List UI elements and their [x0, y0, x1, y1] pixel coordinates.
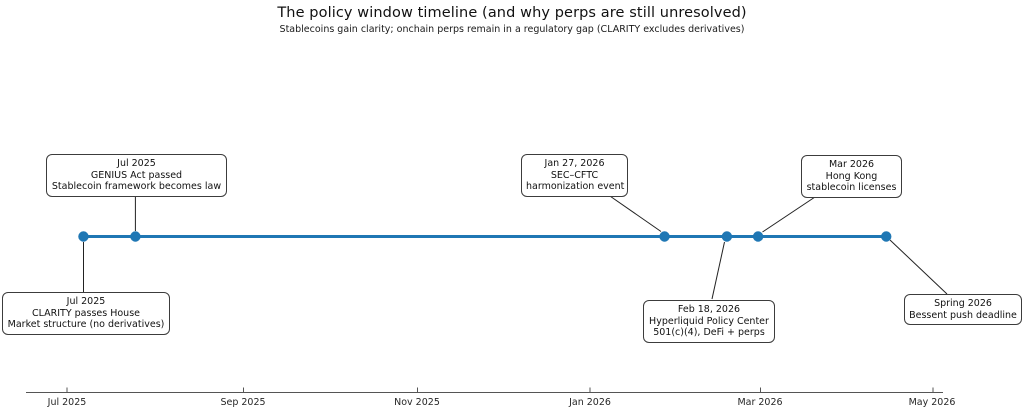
connector-hong-kong [762, 194, 819, 233]
annotation-date: Jul 2025 [66, 296, 106, 307]
annotation-line: harmonization event [526, 181, 625, 192]
x-tick-label-mar-2026: Mar 2026 [737, 397, 783, 408]
x-tick-label-may-2026: May 2026 [908, 397, 956, 408]
timeline-event-marker [659, 231, 670, 242]
annotation-hyperliquid: Feb 18, 2026 Hyperliquid Policy Center 5… [643, 300, 775, 343]
timeline-event-marker [721, 231, 733, 242]
annotation-date: Feb 18, 2026 [677, 304, 741, 315]
annotation-date: Jan 27, 2026 [544, 158, 605, 169]
annotation-line: Market structure (no derivatives) [7, 319, 165, 330]
connector-sec-cftc [606, 193, 662, 232]
annotation-line: stablecoin licenses [806, 182, 897, 193]
x-tick-label-sep-2025: Sep 2025 [220, 397, 266, 408]
annotation-line: SEC–CFTC [550, 169, 599, 181]
annotation-line: Bessent push deadline [909, 309, 1017, 321]
timeline-event-marker [130, 231, 141, 242]
timeline-event-marker [752, 231, 764, 242]
timeline-event-marker [881, 231, 892, 242]
annotation-hong-kong: Mar 2026 Hong Kong stablecoin licenses [801, 155, 902, 198]
timeline-event-marker [78, 231, 89, 242]
connector-hyperliquid [711, 241, 725, 300]
chart-title: The policy window timeline (and why perp… [277, 5, 747, 21]
annotation-genius-act: Jul 2025 GENIUS Act passed Stablecoin fr… [46, 154, 227, 197]
annotation-clarity-house: Jul 2025 CLARITY passes House Market str… [2, 292, 170, 335]
annotation-line: Hong Kong [825, 170, 878, 182]
x-axis-ticks [66, 387, 934, 393]
annotation-line: GENIUS Act passed [90, 169, 183, 181]
annotation-sec-cftc: Jan 27, 2026 SEC–CFTC harmonization even… [521, 154, 628, 197]
annotation-line: CLARITY passes House [31, 307, 140, 319]
annotation-line: Stablecoin framework becomes law [51, 181, 222, 192]
annotation-bessent: Spring 2026 Bessent push deadline [904, 294, 1022, 325]
annotation-line: 501(c)(4), DeFi + perps [653, 327, 765, 338]
x-tick-label-nov-2025: Nov 2025 [394, 397, 440, 408]
annotation-date: Jul 2025 [117, 158, 156, 169]
annotation-line: Hyperliquid Policy Center [649, 315, 769, 327]
x-tick-label-jan-2026: Jan 2026 [569, 397, 611, 408]
connector-bessent [889, 239, 948, 295]
annotation-date: Spring 2026 [934, 298, 992, 309]
annotation-date: Mar 2026 [828, 159, 875, 170]
timeline-markers [78, 231, 892, 242]
chart-subtitle: Stablecoins gain clarity; onchain perps … [279, 24, 745, 35]
x-tick-label-jul-2025: Jul 2025 [47, 397, 87, 408]
